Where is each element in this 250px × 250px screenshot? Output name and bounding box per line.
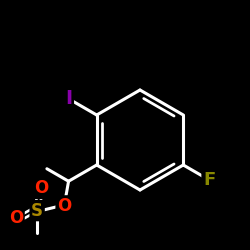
Text: O: O — [9, 209, 23, 227]
Text: F: F — [203, 171, 216, 189]
Text: O: O — [57, 197, 71, 215]
Text: I: I — [65, 89, 72, 108]
Text: O: O — [34, 180, 48, 198]
Text: S: S — [31, 202, 43, 220]
